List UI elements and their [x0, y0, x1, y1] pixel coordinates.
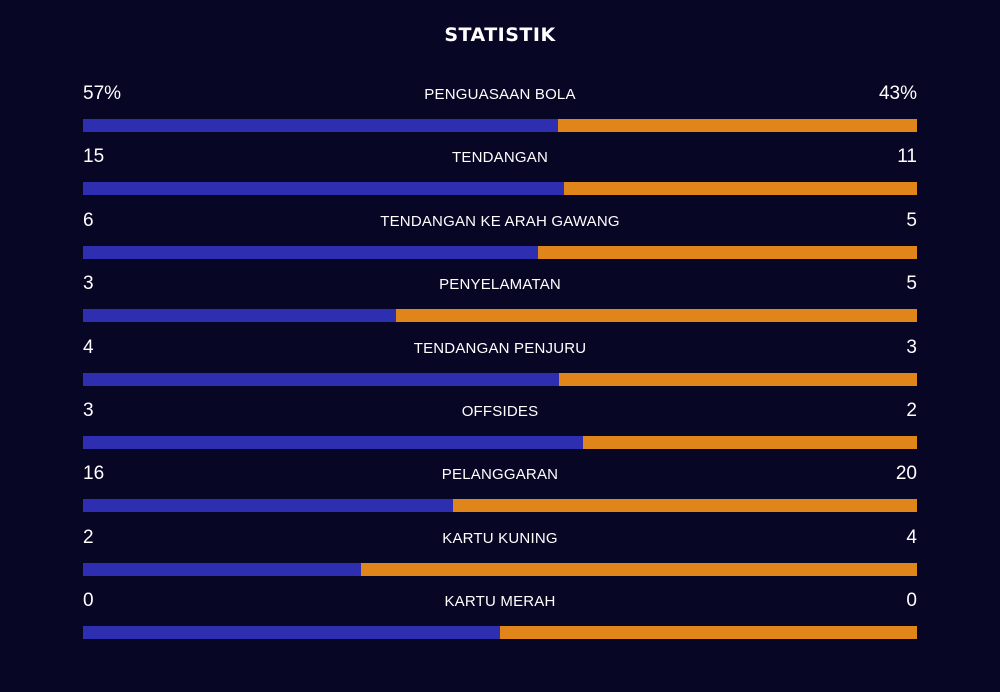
home-bar-segment	[83, 245, 538, 259]
stat-label: TENDANGAN	[452, 149, 548, 167]
stat-row: 57% PENGUASAAN BOLA 43%	[83, 80, 917, 143]
stat-row: 3 PENYELAMATAN 5	[83, 270, 917, 333]
home-value: 4	[83, 336, 94, 358]
stat-header: 2 KARTU KUNING 4	[83, 524, 917, 562]
home-value: 57%	[83, 83, 122, 104]
away-bar-segment	[453, 499, 917, 513]
page-title: STATISTIK	[444, 24, 556, 46]
stat-comparison-bar	[83, 562, 917, 576]
stat-header: 3 PENYELAMATAN 5	[83, 270, 917, 308]
away-bar-segment	[537, 245, 917, 259]
stat-row: 6 TENDANGAN KE ARAH GAWANG 5	[83, 207, 917, 270]
home-value: 2	[83, 526, 94, 548]
stats-list: 57% PENGUASAAN BOLA 43% 15 TENDANGAN 11 6 TENDA…	[83, 80, 917, 651]
stat-label: KARTU KUNING	[442, 529, 558, 547]
away-value: 4	[906, 526, 917, 548]
away-bar-segment	[395, 309, 917, 323]
home-value: 6	[83, 209, 94, 231]
away-bar-segment	[559, 372, 917, 386]
home-bar-segment	[83, 182, 565, 196]
stat-comparison-bar	[83, 245, 917, 259]
stat-comparison-bar	[83, 372, 917, 386]
stat-row: 4 TENDANGAN PENJURU 3	[83, 334, 917, 397]
stat-comparison-bar	[83, 435, 917, 449]
stat-comparison-bar	[83, 309, 917, 323]
away-bar-segment	[583, 435, 917, 449]
away-value: 0	[906, 590, 917, 612]
stat-row: 15 TENDANGAN 11	[83, 143, 917, 206]
stat-row: 3 OFFSIDES 2	[83, 397, 917, 460]
home-bar-segment	[83, 562, 361, 576]
home-value: 3	[83, 399, 94, 421]
stat-header: 6 TENDANGAN KE ARAH GAWANG 5	[83, 207, 917, 245]
away-value: 3	[906, 336, 917, 358]
stat-label: TENDANGAN KE ARAH GAWANG	[380, 212, 620, 230]
stat-label: PELANGGARAN	[441, 466, 559, 484]
stat-label: PENGUASAAN BOLA	[424, 86, 576, 103]
stat-header: 0 KARTU MERAH 0	[83, 587, 917, 625]
home-value: 3	[83, 273, 94, 295]
away-value: 5	[906, 209, 917, 231]
away-value: 2	[906, 399, 917, 421]
home-bar-segment	[83, 626, 500, 640]
home-bar-segment	[83, 119, 559, 132]
home-bar-segment	[83, 499, 454, 513]
stat-comparison-bar	[83, 626, 917, 640]
away-bar-segment	[360, 562, 917, 576]
away-value: 5	[906, 273, 917, 295]
home-bar-segment	[83, 372, 560, 386]
stat-header: 57% PENGUASAAN BOLA 43%	[83, 80, 917, 118]
stat-label: KARTU MERAH	[444, 593, 556, 611]
away-bar-segment	[558, 119, 917, 132]
stat-label: TENDANGAN PENJURU	[413, 339, 587, 357]
away-value: 43%	[878, 83, 917, 104]
stat-label: OFFSIDES	[461, 402, 539, 420]
away-value: 11	[897, 146, 917, 168]
away-bar-segment	[564, 182, 917, 196]
home-bar-segment	[83, 435, 584, 449]
home-bar-segment	[83, 309, 396, 323]
home-value: 15	[83, 146, 105, 168]
stat-row: 2 KARTU KUNING 4	[83, 524, 917, 587]
stat-header: 16 PELANGGARAN 20	[83, 460, 917, 498]
stat-row: 0 KARTU MERAH 0	[83, 587, 917, 650]
away-bar-segment	[500, 626, 917, 640]
stat-comparison-bar	[83, 119, 917, 132]
stat-comparison-bar	[83, 182, 917, 196]
stat-comparison-bar	[83, 499, 917, 513]
stat-row: 16 PELANGGARAN 20	[83, 460, 917, 523]
home-value: 16	[83, 463, 105, 485]
away-value: 20	[895, 463, 917, 485]
stat-header: 4 TENDANGAN PENJURU 3	[83, 334, 917, 372]
stat-label: PENYELAMATAN	[439, 276, 561, 294]
stat-header: 3 OFFSIDES 2	[83, 397, 917, 435]
home-value: 0	[83, 590, 94, 612]
stat-header: 15 TENDANGAN 11	[83, 143, 917, 181]
